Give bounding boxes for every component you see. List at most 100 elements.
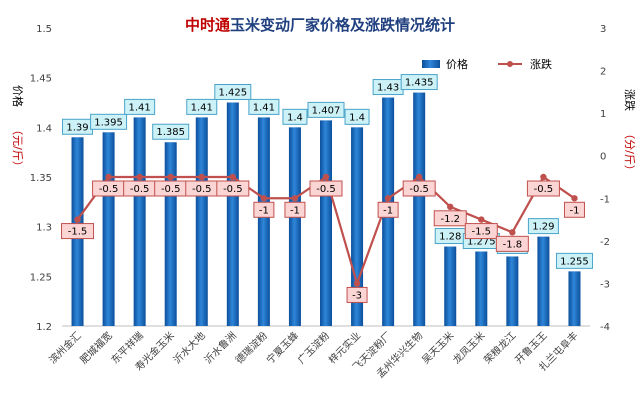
line-data-label-text: -1 <box>290 205 300 216</box>
bar-data-label: 1.28 <box>434 228 466 245</box>
left-tick-label: 1.25 <box>30 272 52 283</box>
line-data-label-text: -1.5 <box>472 227 492 238</box>
line-point <box>509 229 516 236</box>
bar <box>288 127 301 326</box>
bar-data-label: 1.385 <box>152 123 190 140</box>
line-point <box>105 173 112 181</box>
line-point <box>540 173 547 181</box>
bar-data-label-text: 1.407 <box>312 105 341 116</box>
bar <box>568 271 581 326</box>
right-axis-title-a: 涨跌 <box>623 89 637 111</box>
bar-data-label-text: 1.4 <box>349 112 365 123</box>
line-data-label: -1 <box>284 201 306 218</box>
category-label: 德瑞淀粉 <box>233 329 270 366</box>
line-data-labels: -1.5 -0.5 -0.5 -0.5 -0.5 -0.5 -1 -1 -0.5 -3 -1 -0.5… <box>61 180 585 303</box>
line-data-label: -3 <box>346 286 368 303</box>
line-point <box>291 195 299 202</box>
bar-data-label-text: 1.385 <box>156 127 185 138</box>
left-tick-label: 1.35 <box>30 173 52 184</box>
bar-data-label: 1.395 <box>90 113 128 130</box>
right-tick-label: 3 <box>600 24 606 35</box>
bar-data-label-box <box>152 123 190 140</box>
line-data-label-box <box>284 201 306 218</box>
line-data-label: -0.5 <box>185 180 219 197</box>
line-data-label-box <box>309 180 343 197</box>
left-axis-ticks: 1.2 1.25 1.3 1.35 1.4 1.45 1.5 <box>30 24 52 333</box>
bar-data-label: 1.4 <box>344 108 370 125</box>
bar <box>475 251 488 326</box>
bar-data-label-box <box>527 218 559 235</box>
right-axis-ticks: -4 -3 -2 -1 0 1 2 3 <box>600 24 610 333</box>
bar-data-label-box <box>248 98 280 115</box>
category-label: 滨州金汇 <box>46 329 83 366</box>
line-data-label-box <box>526 180 560 197</box>
legend-bar-swatch <box>422 60 440 68</box>
bar-data-label-box <box>400 74 438 91</box>
bar-data-label: 1.41 <box>186 98 218 115</box>
bar <box>506 256 519 326</box>
category-label: 龙凤玉米 <box>450 329 487 366</box>
bar <box>537 236 550 326</box>
legend: 价格 涨跌 <box>422 57 552 71</box>
bar-data-label: 1.255 <box>555 252 593 269</box>
bar-data-label-box <box>555 252 593 269</box>
line-data-label-box <box>495 235 529 252</box>
line-data-label-text: -0.5 <box>161 184 181 195</box>
right-tick-label: -4 <box>600 322 610 333</box>
bar <box>226 102 239 326</box>
line-data-label: -1 <box>563 201 585 218</box>
line-data-label-text: -1 <box>259 205 269 216</box>
line-point <box>478 216 485 223</box>
right-tick-label: 0 <box>600 152 606 163</box>
left-tick-label: 1.2 <box>36 322 52 333</box>
title-rest: 玉米变动厂家价格及涨跌情况统计 <box>230 16 455 34</box>
bar-data-label-box <box>90 113 128 130</box>
line-point <box>384 195 392 202</box>
bar <box>444 246 457 326</box>
bar <box>102 132 115 326</box>
bar-data-label-box <box>307 101 345 118</box>
line-point <box>136 173 143 181</box>
bar <box>164 142 177 326</box>
line-data-label-text: -0.5 <box>99 184 119 195</box>
line-point <box>167 173 174 181</box>
line-data-label-text: -1.2 <box>440 214 460 225</box>
title-prefix: 中时通 <box>185 16 230 34</box>
line-data-label: -0.5 <box>154 180 188 197</box>
category-label: 沂水大地 <box>170 329 207 366</box>
line-data-label-text: -0.5 <box>316 184 336 195</box>
bar-data-label: 1.4 <box>282 108 308 125</box>
line-data-label: -0.5 <box>526 180 560 197</box>
line-data-label-text: -0.5 <box>409 184 429 195</box>
category-label: 吴天玉米 <box>419 329 456 366</box>
line-data-label: -1.8 <box>495 235 529 252</box>
line-data-label-box <box>377 201 399 218</box>
right-tick-label: -2 <box>600 237 610 248</box>
line-data-label-text: -1 <box>569 205 579 216</box>
bar-data-label-text: 1.395 <box>94 117 123 128</box>
bar-data-label-box <box>282 108 308 125</box>
bar-data-label-text: 1.425 <box>219 88 248 99</box>
left-tick-label: 1.3 <box>36 223 52 234</box>
line-data-label-text: -0.5 <box>192 184 212 195</box>
line-point <box>74 216 81 223</box>
line-data-label-text: -1 <box>383 205 393 216</box>
bar-data-label-box <box>186 98 218 115</box>
bar <box>195 117 208 327</box>
line-data-label: -0.5 <box>92 180 126 197</box>
line-point <box>571 195 578 202</box>
bar-data-label-text: 1.4 <box>287 112 303 123</box>
line-data-label-text: -0.5 <box>534 184 554 195</box>
right-axis-title: 涨跌 （分/斤） <box>623 89 637 176</box>
line-point <box>447 203 454 210</box>
line-point <box>260 195 268 202</box>
bar-data-label: 1.39 <box>62 118 94 135</box>
bar-data-label: 1.407 <box>307 101 345 118</box>
category-label: 广玉淀粉 <box>295 329 332 366</box>
line-data-label-text: -0.5 <box>130 184 150 195</box>
line-data-label: -0.5 <box>402 180 436 197</box>
bar-data-label-text: 1.41 <box>253 102 275 113</box>
line-point <box>229 173 237 181</box>
bar <box>320 120 332 326</box>
